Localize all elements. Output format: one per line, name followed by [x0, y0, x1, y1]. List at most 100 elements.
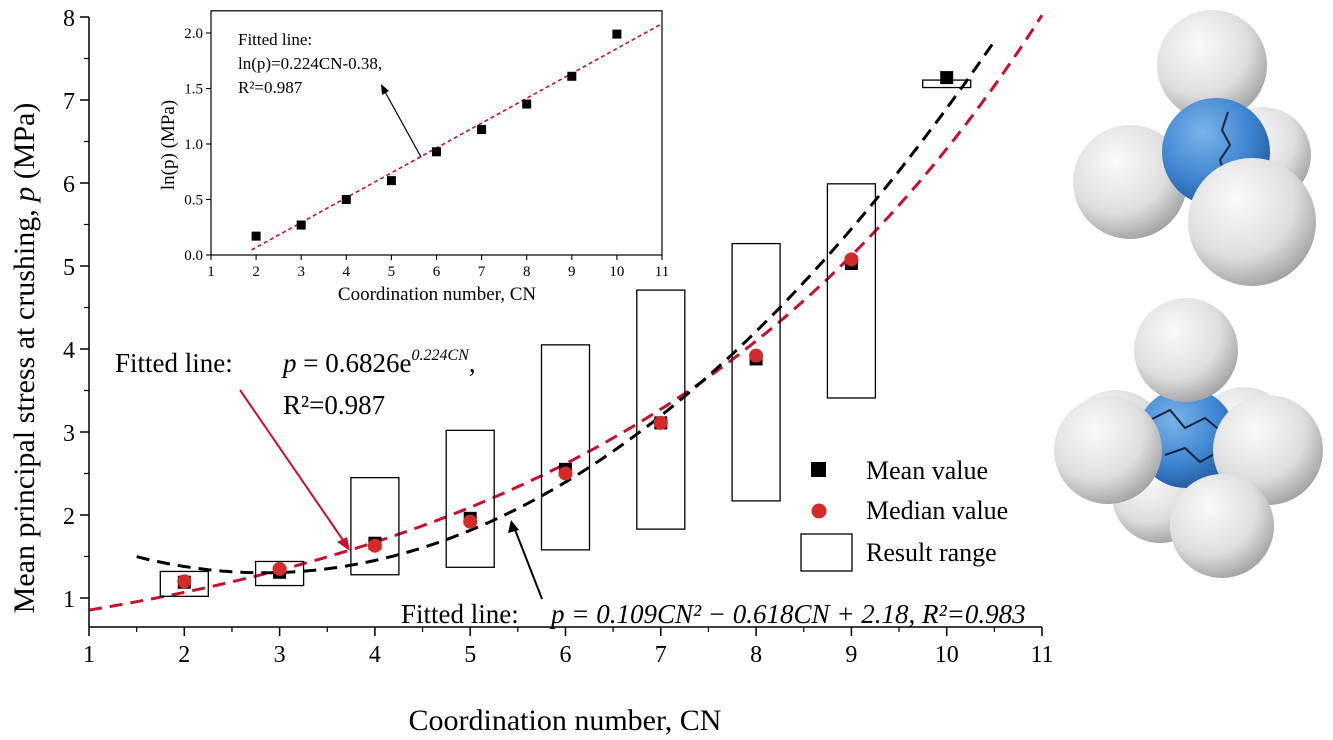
inset-mean-marker: [567, 71, 577, 81]
blue-sphere-crushed: [1136, 388, 1236, 488]
legend-mean-marker: [811, 462, 826, 477]
gray-sphere: [1134, 298, 1238, 402]
inset-y-tick-label: 1.5: [184, 82, 203, 98]
legend-range-label: Result range: [866, 538, 997, 567]
inset-points: [251, 29, 622, 241]
inset-x-tick-label: 2: [252, 264, 260, 280]
inset-fit-line1: Fitted line:: [238, 30, 312, 49]
result-range-box: [826, 183, 877, 399]
inset-mean-marker: [477, 125, 487, 135]
inset-mean-marker: [612, 29, 622, 39]
main-x-tick-label: 4: [369, 642, 381, 668]
exp-fit-annotation: Fitted line: p = 0.6826e0.224CN, R²=0.98…: [115, 347, 476, 551]
inset-x-tick-label: 7: [478, 264, 486, 280]
crack-line: [1149, 408, 1223, 464]
result-range-box: [731, 242, 781, 502]
inset-y-tick-label: 2.0: [184, 26, 203, 42]
legend-median-label: Median value: [866, 496, 1008, 525]
legend-median-marker: [811, 503, 827, 519]
inset-mean-marker: [341, 195, 351, 204]
mean-marker: [940, 71, 954, 85]
main-y-tick-label: 3: [63, 421, 75, 447]
quad-fit-label: Fitted line:: [401, 599, 519, 629]
median-marker: [653, 415, 668, 430]
main-x-tick-label: 9: [845, 642, 857, 668]
result-range-box: [445, 429, 495, 568]
main-y-tick-label: 6: [63, 172, 75, 198]
main-points: [177, 71, 954, 589]
inset-y-axis-label: ln(p) (MPa): [158, 100, 179, 190]
result-range-box: [636, 289, 686, 530]
inset-chart: 1 2 3 4 5 6 7 8 9 10 11 0.0 0.5 1.0 1.5 2.0 Coordinatio…: [158, 10, 669, 305]
gray-sphere: [1054, 396, 1162, 504]
quad-fit-equation: p = 0.109CN² − 0.618CN + 2.18, R²=0.983: [549, 599, 1026, 629]
main-y-tick-label: 5: [63, 255, 75, 281]
inset-mean-marker: [296, 220, 306, 230]
particle-illustration-bottom: [1054, 298, 1323, 578]
result-range-box: [540, 344, 591, 551]
median-marker: [177, 574, 192, 589]
inset-x-tick-label: 11: [655, 264, 669, 280]
median-marker: [463, 514, 478, 529]
inset-mean-marker: [251, 231, 261, 241]
quad-fit-curve: [136, 40, 996, 575]
inset-fit-arrow: [383, 89, 422, 158]
main-x-tick-label: 6: [560, 642, 572, 668]
quad-fit-arrow: [513, 526, 543, 600]
main-range-boxes: [159, 79, 972, 597]
inset-x-tick-label: 8: [523, 264, 531, 280]
inset-fit-line: [251, 22, 663, 251]
inset-x-tick-label: 5: [388, 264, 396, 280]
exp-fit-equation: p = 0.6826e0.224CN,: [281, 347, 476, 378]
inset-x-axis-label: Coordination number, CN: [338, 284, 536, 305]
particle-illustration-top: [1073, 10, 1316, 286]
main-fit-curves: [88, 14, 1044, 612]
main-x-tick-label: 8: [750, 642, 762, 668]
main-x-tick-label: 5: [464, 642, 476, 668]
inset-mean-marker: [386, 176, 396, 186]
inset-mean-marker: [432, 147, 441, 157]
median-marker: [367, 538, 382, 553]
main-x-tick-label: 1: [83, 642, 95, 668]
legend-range-marker: [800, 533, 853, 572]
inset-x-tick-label: 1: [207, 264, 215, 280]
main-x-tick-label: 10: [935, 642, 959, 668]
main-y-tick-label: 8: [63, 6, 75, 32]
legend-mean-label: Mean value: [866, 456, 988, 485]
result-range-box: [159, 570, 209, 597]
inset-background: [211, 10, 662, 255]
gray-sphere: [1170, 474, 1274, 578]
main-x-axis-label: Coordination number, CN: [409, 704, 722, 737]
exp-fit-label: Fitted line:: [115, 348, 233, 378]
median-marker: [749, 348, 764, 363]
inset-x-tick-label: 6: [433, 264, 441, 280]
main-y-tick-label: 4: [63, 338, 75, 364]
inset-fit-line-path: [251, 22, 663, 251]
inset-fit-line3: R²=0.987: [238, 78, 303, 97]
inset-y-tick-label: 1.0: [184, 137, 203, 153]
quad-fit-annotation: Fitted line: p = 0.109CN² − 0.618CN + 2.…: [401, 520, 1026, 629]
gray-sphere: [1157, 10, 1267, 120]
inset-y-tick-label: 0.0: [184, 248, 203, 264]
inset-fit-annotation: Fitted line: ln(p)=0.224CN-0.38, R²=0.98…: [238, 30, 422, 158]
inset-fit-arrowhead: [381, 84, 389, 95]
inset-x-tick-label: 10: [609, 264, 624, 280]
median-marker: [844, 252, 859, 267]
exp-fit-r2: R²=0.987: [283, 390, 385, 420]
median-marker: [272, 561, 287, 576]
inset-x-tick-label: 4: [343, 264, 351, 280]
result-range-box: [350, 476, 400, 576]
median-marker: [558, 466, 573, 481]
result-range-box: [254, 560, 305, 587]
gray-sphere: [1188, 158, 1316, 286]
inset-x-tick-label: 9: [568, 264, 576, 280]
main-x-tick-label: 3: [274, 642, 286, 668]
main-y-tick-label: 7: [63, 89, 75, 115]
main-x-tick-label: 11: [1030, 642, 1053, 668]
exp-fit-arrow: [239, 389, 346, 544]
inset-fit-line2: ln(p)=0.224CN-0.38,: [238, 54, 382, 73]
main-x-tick-label: 7: [655, 642, 667, 668]
